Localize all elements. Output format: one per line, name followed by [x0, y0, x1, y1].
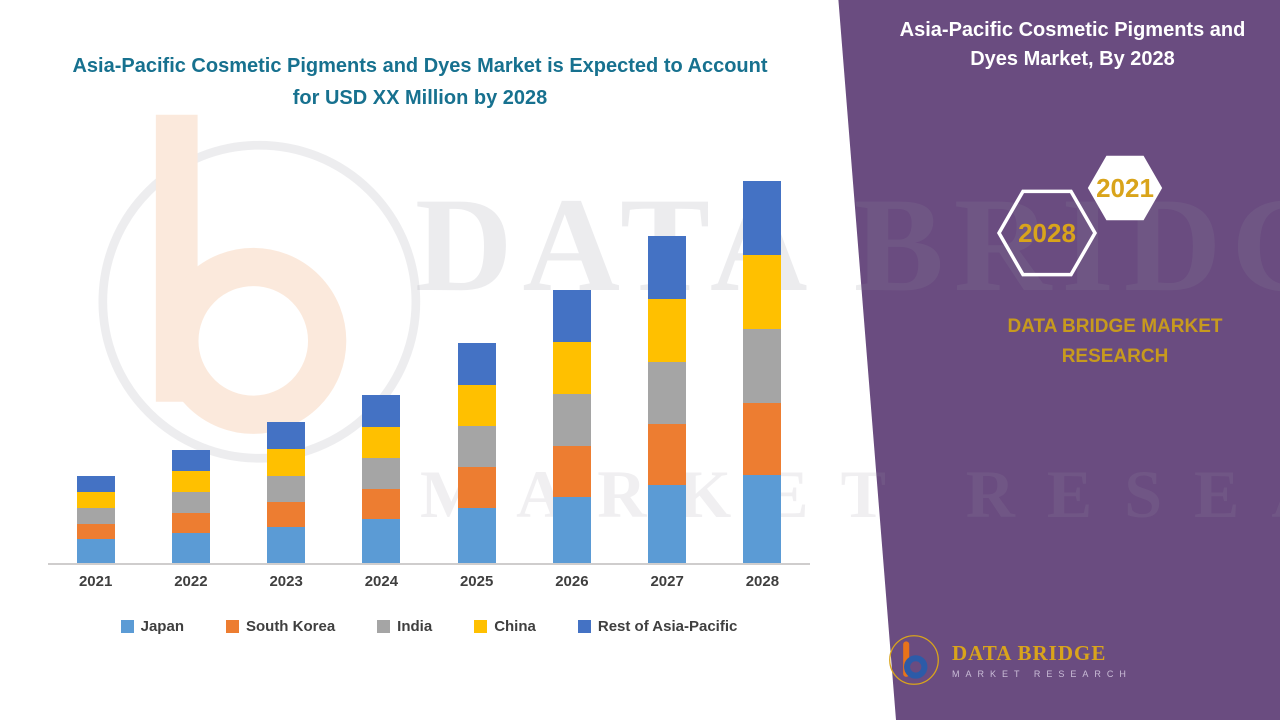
- segment-china: [76, 492, 115, 508]
- segment-south-korea: [552, 446, 591, 497]
- legend-swatch-china: [474, 620, 488, 633]
- segment-india: [362, 458, 401, 489]
- stacked-bar-2022: [171, 450, 210, 563]
- legend-item-rest-of-asia-pacific: Rest of Asia-Pacific: [577, 618, 738, 635]
- segment-rest-of-asia-pacific: [648, 236, 687, 299]
- footer-brand-label: DATA BRIDGE: [952, 641, 1107, 665]
- brand-name-text: DATA BRIDGE MARKET RESEARCH: [1007, 316, 1223, 368]
- x-axis-label-2028: 2028: [745, 573, 780, 590]
- segment-japan: [743, 475, 782, 563]
- x-axis-label-2021: 2021: [78, 573, 113, 590]
- segment-south-korea: [743, 403, 782, 475]
- segment-rest-of-asia-pacific: [76, 476, 115, 492]
- bar-chart: 2021 2022 2023 2024 2025 2026 2027 2028 Japan So…: [48, 178, 810, 635]
- side-panel-title: Asia-Pacific Cosmetic Pigments and Dyes …: [899, 19, 1246, 70]
- segment-india: [267, 476, 306, 502]
- segment-rest-of-asia-pacific: [362, 395, 401, 427]
- plot-area: [48, 178, 810, 565]
- data-bridge-logo-icon: [889, 635, 939, 685]
- legend-label-india: India: [397, 618, 433, 635]
- stacked-bar-2028: [743, 181, 782, 563]
- hexagon-2021-label: 2021: [1096, 173, 1154, 203]
- segment-china: [267, 449, 306, 476]
- bar-column-2022: [144, 450, 238, 563]
- legend-item-south-korea: South Korea: [225, 618, 336, 635]
- segment-japan: [362, 519, 401, 563]
- legend-label-south-korea: South Korea: [245, 618, 336, 635]
- segment-india: [743, 329, 782, 403]
- segment-india: [171, 492, 210, 513]
- x-axis-label-2023: 2023: [269, 573, 303, 590]
- legend-item-india: India: [377, 618, 432, 635]
- chart-title: Asia-Pacific Cosmetic Pigments and Dyes …: [72, 55, 768, 109]
- segment-south-korea: [76, 524, 115, 539]
- bar-column-2027: [620, 236, 714, 563]
- segment-japan: [267, 527, 306, 563]
- x-axis-label-2025: 2025: [459, 573, 494, 590]
- segment-japan: [457, 508, 496, 563]
- segment-china: [171, 471, 210, 492]
- hexagon-badges: 2021 2028: [996, 155, 1163, 277]
- stacked-bar-2021: [76, 476, 115, 563]
- segment-india: [552, 394, 591, 446]
- segment-south-korea: [171, 513, 210, 533]
- legend-swatch-india: [377, 620, 391, 633]
- x-axis-label-2024: 2024: [364, 573, 399, 590]
- stacked-bar-2023: [267, 422, 306, 563]
- stacked-bar-2025: [457, 343, 496, 563]
- segment-rest-of-asia-pacific: [267, 422, 306, 449]
- footer-tagline-label: MARKET RESEARCH: [952, 669, 1132, 679]
- legend-swatch-south-korea: [225, 620, 239, 633]
- segment-japan: [76, 539, 115, 563]
- stacked-bar-2027: [648, 236, 687, 563]
- segment-south-korea: [648, 424, 687, 485]
- legend-item-china: China: [474, 618, 536, 635]
- segment-south-korea: [267, 502, 306, 527]
- segment-south-korea: [362, 489, 401, 519]
- segment-rest-of-asia-pacific: [743, 181, 782, 255]
- segment-south-korea: [457, 467, 496, 508]
- legend-label-china: China: [494, 618, 536, 635]
- hexagon-2021-icon: [1087, 155, 1163, 221]
- segment-china: [648, 299, 687, 362]
- segment-india: [76, 508, 115, 524]
- segment-rest-of-asia-pacific: [457, 343, 496, 385]
- segment-japan: [171, 533, 210, 563]
- footer-logo-text: DATA BRIDGE MARKET RESEARCH: [952, 641, 1132, 679]
- segment-china: [552, 342, 591, 394]
- segment-india: [457, 426, 496, 467]
- legend-label-japan: Japan: [140, 618, 184, 635]
- footer-logo: DATA BRIDGE MARKET RESEARCH: [888, 634, 1132, 686]
- chart-legend: Japan South Korea India China Rest of Asia-P…: [48, 618, 810, 635]
- bar-column-2024: [334, 395, 428, 563]
- segment-japan: [648, 485, 687, 563]
- bar-column-2023: [239, 422, 333, 563]
- legend-swatch-rest-of-asia-pacific: [577, 620, 591, 633]
- bar-column-2028: [715, 181, 809, 563]
- x-axis-label-2027: 2027: [650, 573, 684, 590]
- legend-item-japan: Japan: [120, 618, 184, 635]
- x-axis-labels: 2021 2022 2023 2024 2025 2026 2027 2028: [48, 573, 810, 590]
- x-axis-label-2022: 2022: [174, 573, 208, 590]
- stacked-bar-2026: [552, 290, 591, 563]
- segment-china: [362, 427, 401, 458]
- segment-rest-of-asia-pacific: [552, 290, 591, 342]
- hexagon-2028-label: 2028: [1018, 218, 1076, 248]
- hexagon-2028-icon: [996, 189, 1098, 277]
- stacked-bar-2024: [362, 395, 401, 563]
- legend-swatch-japan: [120, 620, 134, 633]
- segment-rest-of-asia-pacific: [171, 450, 210, 471]
- segment-japan: [552, 497, 591, 563]
- bar-column-2021: [49, 476, 143, 563]
- bar-column-2026: [525, 290, 619, 563]
- segment-india: [648, 362, 687, 424]
- segment-china: [457, 385, 496, 426]
- bar-column-2025: [430, 343, 524, 563]
- x-axis-label-2026: 2026: [555, 573, 589, 590]
- segment-china: [743, 255, 782, 329]
- legend-label-rest-of-asia-pacific: Rest of Asia-Pacific: [597, 618, 738, 635]
